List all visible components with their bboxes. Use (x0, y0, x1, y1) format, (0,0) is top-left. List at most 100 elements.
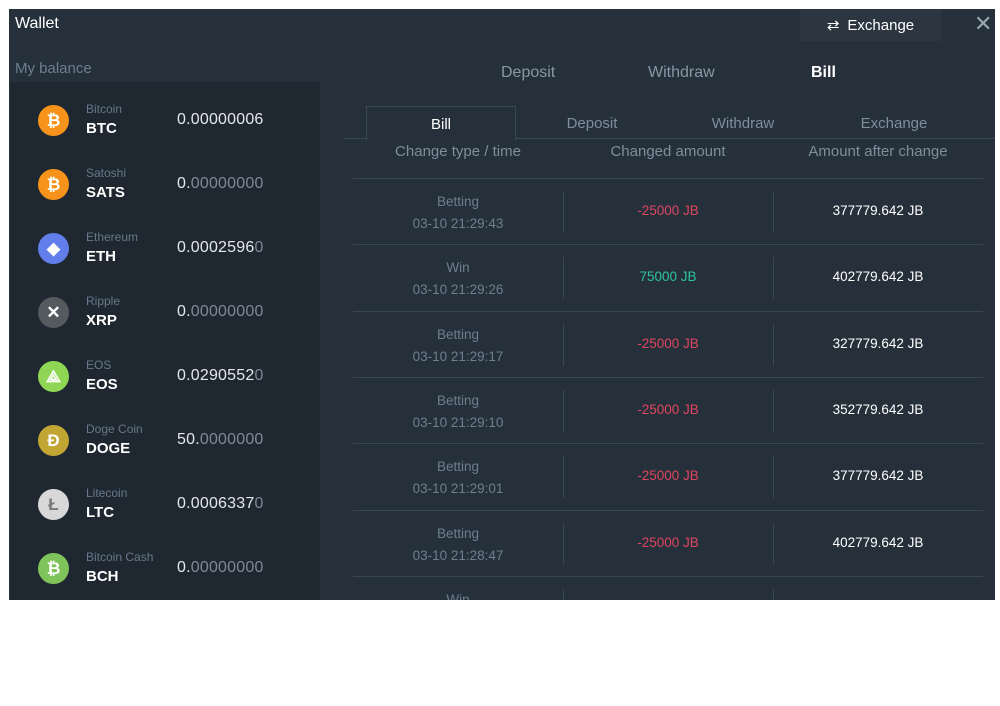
close-icon[interactable]: ✕ (974, 11, 993, 36)
changed-amount: -25000 JB (637, 534, 699, 550)
divider (773, 588, 774, 600)
coin-symbol: ETH (86, 248, 116, 265)
change-type: Betting (436, 194, 480, 209)
coin-amount: 0.00063370 (177, 495, 264, 513)
coin-name: Satoshi (86, 166, 127, 180)
header-amount-after: Amount after change (808, 143, 948, 160)
ethereum-icon: ◆ (38, 233, 69, 264)
bitcoin-icon: ₿ (38, 105, 69, 136)
coin-amount: 0.00000006 (177, 111, 264, 129)
coin-amount: 0.00000000 (177, 559, 264, 577)
subtab-exchange[interactable]: Exchange (860, 115, 928, 132)
dialog-title: Wallet (15, 15, 59, 32)
changed-amount: -25000 JB (637, 468, 699, 484)
coin-symbol: BTC (86, 120, 117, 137)
change-time: 03-10 21:29:43 (412, 216, 504, 231)
divider (563, 522, 564, 565)
table-row: Betting 03-10 21:29:10 -25000 JB 352779.6… (353, 376, 983, 443)
amount-significant: 50. (177, 431, 200, 448)
amount-trailing-zeros: 0 (254, 495, 264, 512)
table-row: Betting 03-10 21:29:43 -25000 JB 377779.6… (353, 178, 983, 244)
divider (563, 257, 564, 300)
divider (563, 323, 564, 366)
coin-symbol: XRP (86, 312, 117, 329)
amount-after-change: 377779.642 JB (832, 203, 924, 218)
tab-withdraw[interactable]: Withdraw (648, 64, 715, 81)
exchange-button[interactable]: ⇄ Exchange (800, 9, 941, 41)
amount-significant: 0.0290552 (177, 367, 255, 384)
coin-symbol: BCH (86, 568, 119, 585)
bitcoin-cash-icon: ₿ (38, 553, 69, 584)
amount-after-change: 402779.642 JB (832, 269, 924, 285)
header-change-type: Change type / time (395, 143, 521, 160)
amount-after-change: 402779.642 JB (832, 534, 924, 550)
amount-significant: 0. (177, 559, 191, 576)
change-type: Betting (436, 326, 480, 342)
changed-amount: -25000 JB (637, 203, 699, 218)
coin-name: Bitcoin Cash (86, 550, 154, 564)
coin-row-eos[interactable]: ⟁ EOS EOS 0.02905520 (10, 349, 320, 413)
coin-row-xrp[interactable]: ✕ Ripple XRP 0.00000000 (10, 285, 320, 349)
coin-symbol: EOS (86, 376, 118, 393)
divider (773, 191, 774, 233)
change-time: 03-10 21:29:17 (412, 348, 504, 364)
changed-amount: -25000 JB (637, 401, 699, 417)
coin-symbol: DOGE (86, 440, 131, 457)
coin-row-bch[interactable]: ₿ Bitcoin Cash BCH 0.00000000 (10, 541, 320, 600)
subtab-bill[interactable]: Bill (366, 106, 516, 140)
change-type: Win (446, 591, 470, 600)
wallet-dialog: Wallet ⇄ Exchange ✕ My balance ₿ Bitcoin… (9, 9, 995, 600)
coin-row-ltc[interactable]: Ł Litecoin LTC 0.00063370 (10, 477, 320, 541)
subtab-withdraw[interactable]: Withdraw (711, 115, 775, 132)
coin-list: ₿ Bitcoin BTC 0.00000006 ₿ Satoshi SATS 0… (10, 82, 320, 600)
amount-significant: 0.0002596 (177, 239, 255, 256)
coin-amount: 0.00000000 (177, 175, 264, 193)
change-type: Win (446, 260, 470, 276)
header-changed-amount: Changed amount (610, 143, 726, 160)
coin-row-btc[interactable]: ₿ Bitcoin BTC 0.00000006 (10, 93, 320, 157)
divider (563, 389, 564, 432)
eos-icon: ⟁ (38, 361, 69, 392)
change-type: Betting (436, 392, 480, 408)
bill-subtabs: Bill Deposit Withdraw Exchange (343, 106, 995, 140)
swap-arrows-icon: ⇄ (826, 17, 840, 34)
change-time: 03-10 21:29:01 (412, 481, 504, 497)
change-type-time: Win 03-10 21:29:26 (353, 257, 563, 301)
tab-deposit[interactable]: Deposit (501, 64, 556, 81)
divider (563, 588, 564, 600)
table-row: Betting 03-10 21:28:47 -25000 JB 402779.6… (353, 509, 983, 576)
divider (773, 522, 774, 565)
coin-row-sats[interactable]: ₿ Satoshi SATS 0.00000000 (10, 157, 320, 221)
amount-trailing-zeros: 00000000 (190, 559, 264, 576)
amount-trailing-zeros: 0 (254, 239, 264, 256)
exchange-label: Exchange (847, 16, 915, 34)
amount-trailing-zeros: 0000000 (199, 431, 264, 448)
changed-amount: -25000 JB (637, 335, 699, 351)
satoshi-icon: ₿ (38, 169, 69, 200)
coin-amount: 50.0000000 (177, 431, 264, 449)
amount-significant: 0.0006337 (177, 495, 255, 512)
amount-trailing-zeros: 00000000 (190, 303, 264, 320)
change-type-time: Betting 03-10 21:29:17 (353, 324, 563, 368)
coin-amount: 0.02905520 (177, 367, 264, 385)
coin-name: EOS (86, 358, 112, 372)
divider (563, 456, 564, 499)
changed-amount: 75000 JB (639, 269, 697, 285)
coin-symbol: SATS (86, 184, 125, 201)
my-balance-label: My balance (15, 60, 92, 77)
coin-symbol: LTC (86, 504, 115, 521)
table-row: Betting 03-10 21:29:01 -25000 JB 377779.6… (353, 443, 983, 509)
amount-after-change: 327779.642 JB (832, 335, 924, 351)
divider (773, 323, 774, 366)
divider (773, 257, 774, 300)
coin-name: Litecoin (86, 486, 128, 500)
coin-row-doge[interactable]: Đ Doge Coin DOGE 50.0000000 (10, 413, 320, 477)
amount-significant: 0. (177, 175, 191, 192)
table-row: Betting 03-10 21:29:17 -25000 JB 327779.6… (353, 310, 983, 377)
subtab-deposit[interactable]: Deposit (566, 115, 618, 132)
change-type-time: Win (353, 589, 563, 600)
amount-after-change: 377779.642 JB (832, 468, 924, 484)
tab-bill[interactable]: Bill (811, 64, 836, 81)
coin-row-eth[interactable]: ◆ Ethereum ETH 0.00025960 (10, 221, 320, 285)
coin-name: Doge Coin (86, 422, 143, 436)
